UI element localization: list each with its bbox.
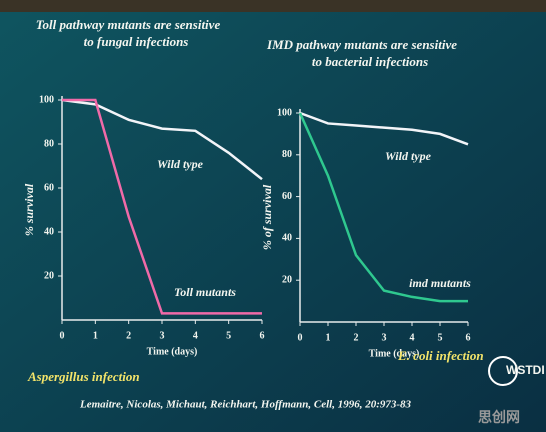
series-line — [299, 111, 469, 146]
x-axis-label: Time (days) — [369, 348, 420, 359]
x-tick-label: 2 — [354, 332, 359, 343]
y-tick-label: 40 — [282, 233, 292, 244]
y-axis-label: % survival — [22, 183, 36, 236]
x-tick-label: 0 — [298, 332, 303, 343]
y-tick-label: 20 — [44, 270, 54, 281]
x-tick-label: 6 — [260, 330, 265, 341]
logo-icon — [488, 356, 518, 386]
x-tick-label: 5 — [226, 330, 231, 341]
x-tick-label: 1 — [93, 330, 98, 341]
logo: WSTDI — [506, 363, 545, 377]
x-axis-label: Time (days) — [147, 346, 198, 357]
y-tick-label: 60 — [44, 182, 54, 193]
y-tick-label: 20 — [282, 274, 292, 285]
room-top — [0, 0, 546, 12]
series-line — [62, 98, 262, 315]
x-tick-label: 3 — [160, 330, 165, 341]
x-tick-label: 3 — [382, 332, 387, 343]
x-tick-label: 0 — [60, 330, 65, 341]
y-tick-label: 60 — [282, 191, 292, 202]
y-tick-label: 80 — [44, 138, 54, 149]
x-tick-label: 4 — [193, 330, 198, 341]
series-line — [298, 112, 468, 303]
citation: Lemaitre, Nicolas, Michaut, Reichhart, H… — [79, 399, 412, 411]
y-tick-label: 100 — [39, 94, 54, 105]
x-tick-label: 2 — [126, 330, 131, 341]
x-tick-label: 6 — [466, 332, 471, 343]
series-label: Wild type — [157, 157, 204, 171]
y-tick-label: 100 — [277, 107, 292, 118]
x-tick-label: 1 — [326, 332, 331, 343]
y-tick-label: 40 — [44, 226, 54, 237]
series-label: Toll mutants — [174, 285, 236, 299]
x-tick-label: 4 — [410, 332, 415, 343]
chart-title: Toll pathway mutants are sensitive — [36, 17, 221, 32]
annotation: Aspergillus infection — [27, 369, 140, 384]
y-axis-label: % of survival — [260, 184, 274, 250]
annotation: E. coli infection — [397, 348, 484, 363]
chart-title: to bacterial infections — [312, 54, 428, 69]
series-label: imd mutants — [409, 276, 471, 290]
series-label: Wild type — [385, 149, 432, 163]
y-tick-label: 80 — [282, 149, 292, 160]
chart-title: to fungal infections — [84, 34, 189, 49]
x-tick-label: 5 — [438, 332, 443, 343]
watermark: 思创网 — [478, 409, 520, 426]
chart-title: IMD pathway mutants are sensitive — [266, 37, 457, 52]
